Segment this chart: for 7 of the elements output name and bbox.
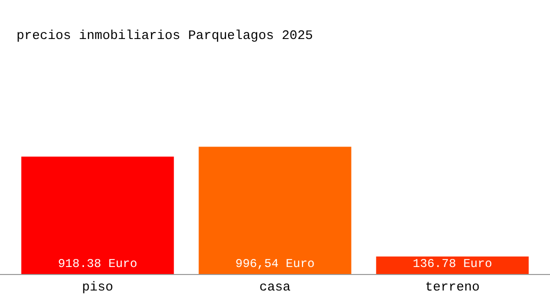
data-label: 136.78 Euro xyxy=(412,257,492,271)
x-tick-label: terreno xyxy=(425,280,480,295)
x-tick-label: piso xyxy=(82,280,114,295)
chart-title: precios inmobiliarios Parquelagos 2025 xyxy=(16,28,313,44)
x-tick-label: casa xyxy=(259,280,291,295)
data-label: 918.38 Euro xyxy=(58,257,138,271)
data-label: 996,54 Euro xyxy=(235,257,315,271)
